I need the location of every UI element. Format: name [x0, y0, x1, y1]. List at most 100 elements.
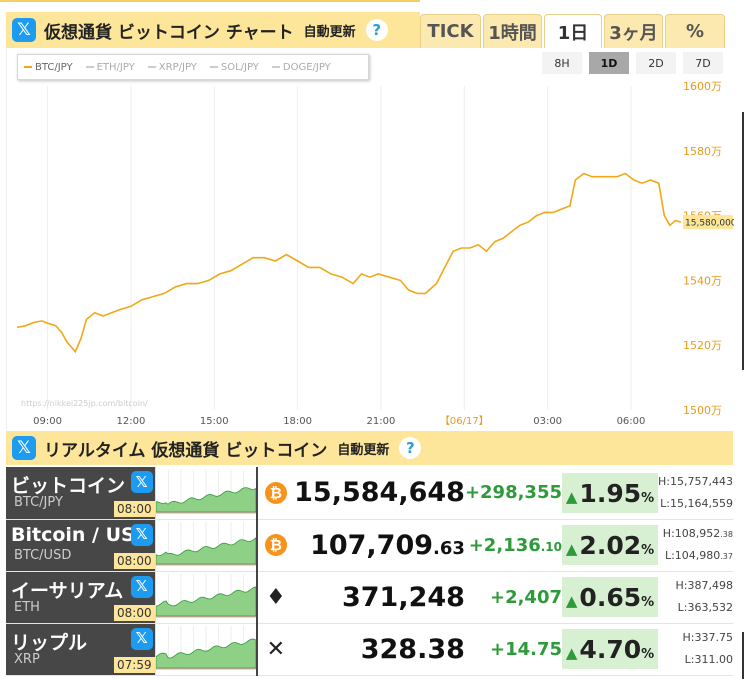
change-cell: +2,407 [464, 571, 563, 624]
low-main: L:104,980 [664, 549, 721, 562]
tab-2[interactable]: 1日 [544, 14, 602, 48]
crypto-row[interactable]: リップル XRP 𝕏 07:59 ✕ 328.38 +14.75 ▲ 4.70% H:337.75… [6, 623, 733, 676]
legend-label: BTC/JPY [35, 61, 73, 73]
legend-item[interactable]: SOL/JPY [209, 62, 259, 73]
coin-name-cell[interactable]: ビットコイン BTC/JPY 𝕏 08:00 [6, 467, 156, 520]
x-share-icon[interactable]: 𝕏 [130, 575, 153, 598]
coin-name: リップル [11, 631, 88, 654]
high-decimal: .38 [720, 530, 733, 539]
percent-unit: % [641, 647, 655, 662]
range-button-3[interactable]: 7D [683, 52, 723, 74]
scrollbar[interactable] [742, 112, 744, 370]
price: 15,584,648 [294, 477, 465, 509]
legend-label: ETH/JPY [96, 61, 135, 73]
range-button-1[interactable]: 1D [589, 52, 629, 74]
tab-0[interactable]: TICK [420, 14, 481, 48]
legend-label: XRP/JPY [158, 61, 197, 73]
tab-3[interactable]: 3ヶ月 [604, 14, 663, 48]
percent-unit: % [641, 595, 655, 610]
change: +298,355 [464, 482, 563, 504]
x-tick-label: 【06/17】 [440, 415, 489, 427]
low-value: L:104,980.37 [658, 545, 733, 567]
realtime-table: ビットコイン BTC/JPY 𝕏 08:00 ₿ 15,584,648 +298,355 ▲ 1… [6, 467, 733, 676]
high-value: H:387,498 [658, 575, 733, 597]
y-tick-label: 1600万 [683, 80, 722, 93]
change-cell: +298,355 [464, 467, 563, 520]
crypto-row[interactable]: Bitcoin / USD BTC/USD 𝕏 08:00 ₿ 107,709.63 +2,… [6, 519, 733, 572]
timeframe-tabs: TICK 1時間 1日 3ヶ月% [420, 14, 727, 48]
x-share-icon[interactable]: 𝕏 [130, 471, 153, 493]
low-main: L:363,532 [677, 601, 733, 614]
high-low-cell: H:387,498 L:363,532 [658, 571, 733, 624]
current-price-label: 15,580,000 [685, 219, 734, 229]
coin-name-cell[interactable]: Bitcoin / USD BTC/USD 𝕏 08:00 [6, 519, 156, 572]
chart-watermark: https://nikkei225jp.com/bitcoin/ [21, 399, 148, 408]
crypto-row[interactable]: ビットコイン BTC/JPY 𝕏 08:00 ₿ 15,584,648 +298,355 ▲ 1… [6, 467, 733, 520]
low-main: L:15,164,559 [660, 496, 733, 510]
change: +2,407 [489, 586, 563, 608]
xrp-icon: ✕ [266, 636, 286, 662]
high-main: H:108,952 [662, 527, 721, 540]
help-icon[interactable]: ? [399, 437, 422, 459]
coin-name: イーサリアム [11, 579, 124, 602]
high-main: H:387,498 [675, 579, 733, 592]
price-decimal: .63 [433, 537, 465, 559]
sparkline-cell[interactable] [154, 571, 258, 624]
crypto-row[interactable]: イーサリアム ETH 𝕏 08:00 ♦ 371,248 +2,407 ▲ 0.65% H:387… [6, 571, 733, 624]
tab-1[interactable]: 1時間 [483, 14, 542, 48]
chart-svg: 09:00 12:00 15:00 18:00 21:00 【06/17】 03:00 06:… [16, 80, 734, 427]
percent-badge: ▲ 0.65% [562, 577, 659, 617]
x-share-icon[interactable]: 𝕏 [130, 523, 153, 546]
update-time: 08:00 [114, 552, 155, 569]
coin-name: ビットコイン [11, 475, 126, 497]
change: +14.75 [489, 638, 563, 660]
sparkline-cell[interactable] [154, 623, 258, 676]
x-share-icon[interactable]: 𝕏 [12, 436, 36, 460]
up-arrow-icon: ▲ [565, 644, 578, 662]
auto-update-label: 自動更新 [303, 24, 356, 40]
sparkline-chart [155, 574, 256, 618]
sparkline-chart [155, 626, 256, 670]
legend-item[interactable]: DOGE/JPY [271, 62, 331, 73]
coin-name: Bitcoin / USD [11, 523, 151, 546]
tab-4[interactable]: % [665, 14, 725, 48]
update-time: 08:00 [114, 604, 155, 621]
sparkline-cell[interactable] [154, 519, 258, 572]
sparkline-area [155, 486, 256, 513]
range-button-2[interactable]: 2D [636, 52, 676, 74]
percent-unit: % [641, 543, 655, 558]
legend-swatch [24, 65, 32, 68]
help-icon[interactable]: ? [365, 19, 388, 41]
coin-name-cell[interactable]: リップル XRP 𝕏 07:59 [6, 623, 156, 676]
high-value: H:108,952.38 [658, 523, 733, 545]
percent-value: 0.65 [579, 583, 642, 612]
legend-swatch [209, 65, 218, 68]
x-share-icon[interactable]: 𝕏 [130, 627, 153, 650]
percent-badge: ▲ 1.95% [562, 472, 659, 513]
percent-cell: ▲ 2.02% [562, 519, 659, 572]
bitcoin-icon: ₿ [264, 534, 287, 556]
legend-item[interactable]: XRP/JPY [147, 61, 197, 73]
chart-legend: BTC/JPY ETH/JPY XRP/JPY SOL/JPY DOGE/JPY [17, 54, 369, 80]
coin-name-cell[interactable]: イーサリアム ETH 𝕏 08:00 [6, 571, 156, 624]
price-cell: 371,248 [294, 571, 465, 624]
range-button-0[interactable]: 8H [542, 52, 582, 74]
coin-ticker: BTC/JPY [14, 495, 63, 510]
percent-unit: % [641, 490, 655, 506]
legend-item[interactable]: BTC/JPY [24, 62, 73, 73]
legend-item[interactable]: ETH/JPY [85, 61, 135, 73]
high-value: H:15,757,443 [658, 471, 733, 493]
y-tick-label: 1540万 [683, 274, 722, 287]
coin-icon-cell: ♦ [256, 571, 295, 624]
legend-swatch [85, 65, 94, 68]
high-main: H:337.75 [682, 631, 733, 644]
x-tick-label: 09:00 [33, 416, 62, 427]
sparkline-chart [155, 522, 256, 566]
scrollbar[interactable] [742, 632, 744, 679]
coin-ticker: XRP [14, 651, 40, 667]
high-low-cell: H:15,757,443 L:15,164,559 [658, 467, 733, 520]
y-tick-label: 1520万 [683, 339, 722, 352]
sparkline-cell[interactable] [154, 467, 258, 520]
percent-badge: ▲ 2.02% [562, 525, 659, 565]
x-share-icon[interactable]: 𝕏 [12, 18, 36, 42]
